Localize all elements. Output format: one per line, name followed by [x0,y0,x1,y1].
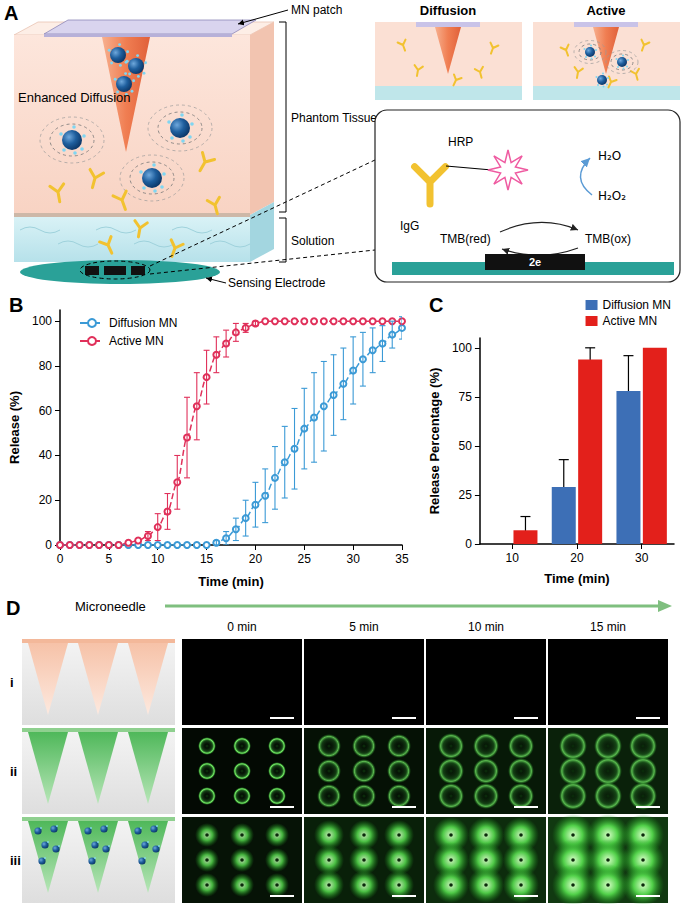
svg-text:15 min: 15 min [590,620,626,634]
svg-text:10: 10 [506,551,520,565]
svg-text:25: 25 [459,488,473,502]
svg-text:5: 5 [106,552,113,566]
svg-text:Release Percentage (%): Release Percentage (%) [427,368,442,515]
svg-text:0 min: 0 min [227,620,256,634]
svg-text:HRP: HRP [448,135,473,149]
svg-text:Diffusion MN: Diffusion MN [109,316,177,330]
svg-text:30: 30 [635,551,649,565]
svg-text:Time (min): Time (min) [198,574,264,589]
svg-text:10 min: 10 min [468,620,504,634]
svg-text:Sensing Electrode: Sensing Electrode [228,276,326,290]
svg-text:TMB(ox): TMB(ox) [585,232,631,246]
svg-text:H₂O₂: H₂O₂ [598,189,626,203]
svg-text:Active MN: Active MN [109,334,164,348]
svg-text:Diffusion MN: Diffusion MN [603,298,671,312]
svg-text:TMB(red): TMB(red) [440,232,491,246]
svg-text:Enhanced Diffusion: Enhanced Diffusion [18,90,131,105]
svg-text:B: B [9,294,23,316]
svg-text:Solution: Solution [291,234,334,248]
svg-text:ii: ii [10,764,17,779]
svg-text:Phantom Tissue: Phantom Tissue [291,111,377,125]
svg-text:25: 25 [298,552,312,566]
svg-text:H₂O: H₂O [598,149,621,163]
svg-text:Microneedle: Microneedle [75,599,146,614]
svg-text:35: 35 [395,552,409,566]
svg-text:100: 100 [32,314,52,328]
svg-text:2e: 2e [529,256,541,268]
svg-text:50: 50 [459,439,473,453]
svg-text:20: 20 [249,552,263,566]
svg-text:IgG: IgG [400,219,419,233]
svg-text:C: C [429,294,443,316]
svg-text:Diffusion: Diffusion [420,3,476,18]
svg-text:20: 20 [39,493,53,507]
svg-text:75: 75 [459,390,473,404]
svg-text:0: 0 [465,537,472,551]
svg-text:10: 10 [151,552,165,566]
svg-text:Time (min): Time (min) [544,571,610,586]
svg-text:A: A [4,2,18,24]
svg-text:20: 20 [570,551,584,565]
svg-text:iii: iii [10,853,21,868]
svg-text:30: 30 [346,552,360,566]
svg-text:100: 100 [452,341,472,355]
svg-text:5 min: 5 min [349,620,378,634]
svg-text:Active: Active [586,3,625,18]
svg-text:40: 40 [39,448,53,462]
svg-text:Active MN: Active MN [603,314,658,328]
svg-text:0: 0 [57,552,64,566]
svg-text:Release (%): Release (%) [7,391,22,464]
svg-text:15: 15 [200,552,214,566]
svg-text:MN patch: MN patch [291,3,342,17]
svg-text:60: 60 [39,404,53,418]
svg-text:0: 0 [45,538,52,552]
svg-text:80: 80 [39,359,53,373]
svg-text:i: i [10,675,14,690]
svg-text:D: D [6,597,20,619]
